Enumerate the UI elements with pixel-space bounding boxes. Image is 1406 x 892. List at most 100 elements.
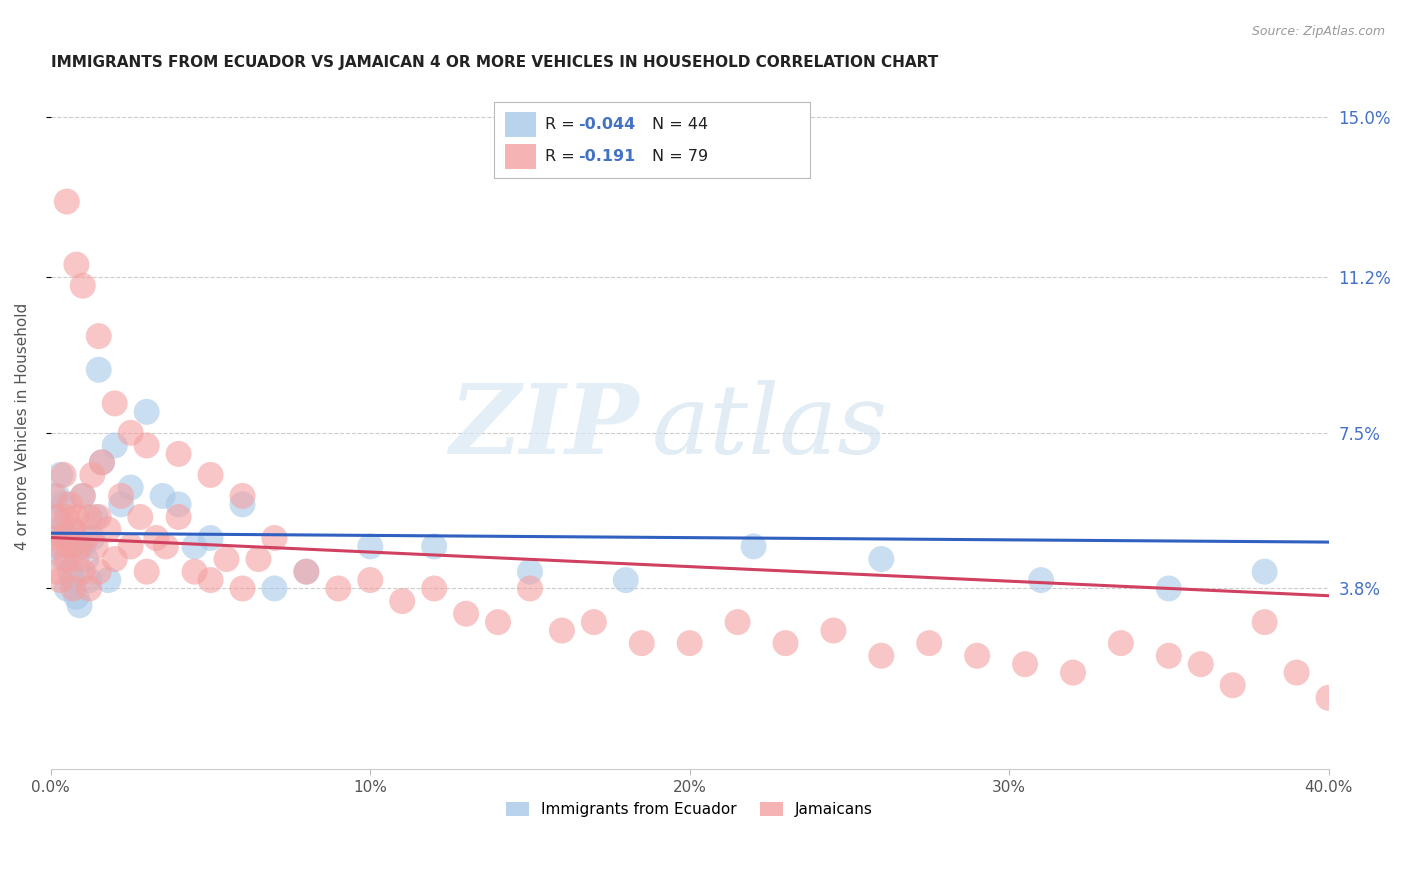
- Point: [87, 510, 110, 524]
- Point: [104, 438, 127, 452]
- Point: [630, 636, 652, 650]
- Point: [62, 582, 84, 596]
- Point: [49, 467, 72, 482]
- Text: ZIP: ZIP: [449, 380, 638, 474]
- Point: [91, 455, 114, 469]
- Point: [167, 447, 190, 461]
- Point: [84, 540, 107, 554]
- Point: [82, 531, 104, 545]
- Point: [129, 510, 152, 524]
- Point: [359, 573, 381, 587]
- Point: [359, 540, 381, 554]
- Point: [69, 540, 91, 554]
- Point: [72, 489, 94, 503]
- Point: [167, 497, 190, 511]
- Point: [679, 636, 702, 650]
- Point: [152, 489, 174, 503]
- Legend: Immigrants from Ecuador, Jamaicans: Immigrants from Ecuador, Jamaicans: [501, 796, 879, 823]
- Point: [110, 489, 132, 503]
- Point: [62, 573, 84, 587]
- Point: [823, 624, 845, 638]
- Point: [65, 590, 87, 604]
- Text: IMMIGRANTS FROM ECUADOR VS JAMAICAN 4 OR MORE VEHICLES IN HOUSEHOLD CORRELATION : IMMIGRANTS FROM ECUADOR VS JAMAICAN 4 OR…: [51, 55, 938, 70]
- Point: [84, 510, 107, 524]
- Point: [62, 523, 84, 537]
- Point: [742, 540, 765, 554]
- Text: R =: R =: [544, 118, 579, 133]
- Point: [918, 636, 941, 650]
- Y-axis label: 4 or more Vehicles in Household: 4 or more Vehicles in Household: [15, 303, 30, 550]
- Point: [1253, 565, 1275, 579]
- Point: [870, 648, 893, 663]
- Point: [42, 540, 65, 554]
- Point: [75, 552, 97, 566]
- Point: [72, 278, 94, 293]
- Point: [49, 540, 72, 554]
- Point: [1285, 665, 1308, 680]
- Text: atlas: atlas: [651, 380, 887, 474]
- Point: [42, 489, 65, 503]
- Point: [77, 582, 100, 596]
- Point: [1157, 582, 1180, 596]
- Text: R =: R =: [544, 149, 579, 164]
- Text: N = 79: N = 79: [651, 149, 707, 164]
- Point: [82, 467, 104, 482]
- Point: [183, 540, 205, 554]
- Point: [167, 510, 190, 524]
- Point: [87, 565, 110, 579]
- Point: [1189, 657, 1212, 672]
- Point: [46, 510, 69, 524]
- Point: [120, 481, 142, 495]
- Point: [1014, 657, 1036, 672]
- Point: [775, 636, 797, 650]
- Point: [62, 523, 84, 537]
- Point: [519, 565, 541, 579]
- Point: [77, 573, 100, 587]
- Point: [56, 552, 79, 566]
- Point: [391, 594, 413, 608]
- Point: [519, 582, 541, 596]
- Point: [231, 582, 253, 596]
- Point: [72, 565, 94, 579]
- Point: [200, 467, 222, 482]
- Point: [65, 258, 87, 272]
- Point: [1062, 665, 1084, 680]
- Point: [231, 497, 253, 511]
- Point: [551, 624, 574, 638]
- Point: [247, 552, 270, 566]
- Point: [72, 489, 94, 503]
- Text: N = 44: N = 44: [651, 118, 707, 133]
- Point: [59, 540, 82, 554]
- Point: [56, 194, 79, 209]
- Point: [486, 615, 509, 629]
- Point: [52, 531, 75, 545]
- Point: [46, 489, 69, 503]
- Point: [77, 510, 100, 524]
- Point: [263, 582, 285, 596]
- Point: [42, 531, 65, 545]
- Point: [183, 565, 205, 579]
- Text: -0.191: -0.191: [578, 149, 636, 164]
- Point: [145, 531, 167, 545]
- Point: [56, 510, 79, 524]
- Point: [59, 497, 82, 511]
- Point: [104, 396, 127, 410]
- Point: [46, 510, 69, 524]
- Point: [200, 531, 222, 545]
- Text: Source: ZipAtlas.com: Source: ZipAtlas.com: [1251, 25, 1385, 38]
- Point: [97, 573, 120, 587]
- Point: [1253, 615, 1275, 629]
- Point: [59, 540, 82, 554]
- Point: [52, 497, 75, 511]
- Point: [110, 497, 132, 511]
- Point: [56, 531, 79, 545]
- Point: [49, 573, 72, 587]
- Point: [155, 540, 177, 554]
- Point: [295, 565, 318, 579]
- Point: [52, 552, 75, 566]
- Point: [52, 467, 75, 482]
- Point: [614, 573, 637, 587]
- Text: -0.044: -0.044: [578, 118, 636, 133]
- Point: [1029, 573, 1052, 587]
- Point: [1317, 690, 1340, 705]
